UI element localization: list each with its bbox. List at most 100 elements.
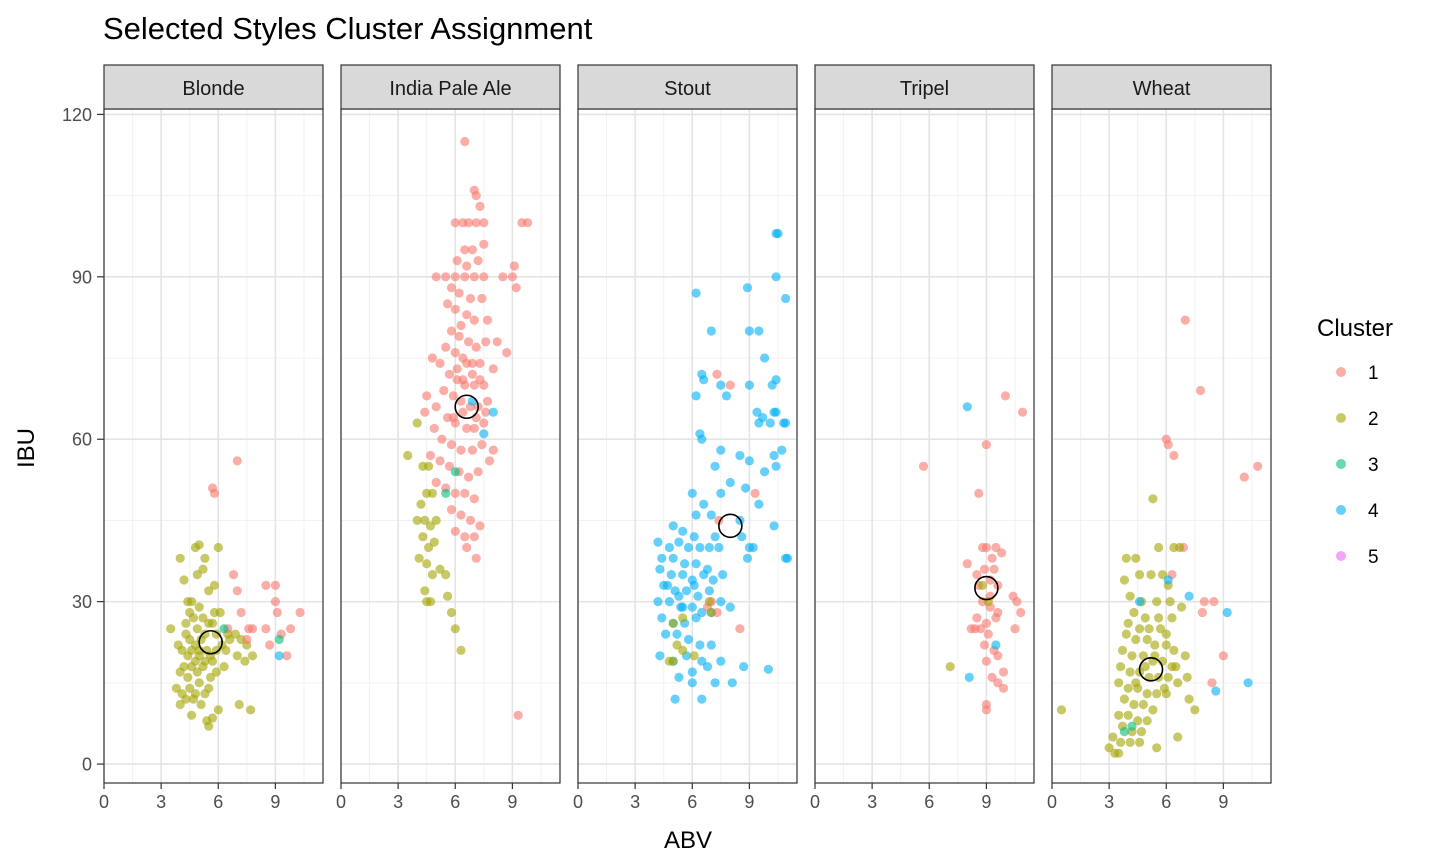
data-point-cluster-2 (240, 656, 250, 666)
legend-label-3: 3 (1368, 455, 1379, 476)
data-point-cluster-1 (997, 548, 1007, 558)
facet-panel-india-pale-ale: India Pale Ale 0 3 6 9 (336, 64, 561, 812)
data-point-cluster-2 (200, 656, 210, 666)
data-point-cluster-1 (981, 440, 992, 450)
data-point-cluster-1 (966, 624, 976, 634)
facet-strip (1051, 64, 1272, 110)
data-point-cluster-2 (1129, 607, 1139, 618)
data-point-cluster-2 (418, 532, 428, 542)
data-point-cluster-2 (1123, 618, 1133, 628)
x-tick-label: 6 (1161, 792, 1171, 812)
data-point-cluster-4 (653, 597, 663, 607)
data-point-cluster-2 (234, 699, 244, 710)
data-point-cluster-4 (962, 402, 972, 412)
data-point-cluster-1 (460, 488, 470, 498)
data-point-cluster-1 (483, 396, 493, 406)
data-point-cluster-4 (760, 467, 770, 477)
data-point-cluster-2 (183, 672, 193, 683)
y-axis: 0 30 60 90 120 (62, 105, 104, 775)
data-point-cluster-2 (211, 667, 221, 677)
data-point-cluster-2 (446, 607, 457, 618)
data-point-cluster-1 (471, 191, 481, 201)
data-point-cluster-2 (192, 570, 202, 580)
data-point-cluster-1 (462, 261, 472, 271)
data-point-cluster-4 (683, 542, 694, 553)
data-point-cluster-4 (721, 391, 732, 401)
x-tick-label: 0 (99, 792, 109, 812)
data-point-cluster-2 (1148, 705, 1158, 715)
x-tick-label: 6 (450, 792, 460, 812)
data-point-cluster-2 (1142, 634, 1152, 645)
cluster-centroid-marker (1138, 657, 1164, 682)
data-point-cluster-2 (198, 564, 208, 574)
data-point-cluster-4 (742, 283, 753, 293)
data-point-cluster-1 (972, 613, 982, 623)
data-point-cluster-1 (460, 245, 470, 255)
x-tick-label: 9 (744, 792, 754, 812)
data-point-cluster-4 (691, 288, 701, 298)
data-point-cluster-1 (488, 445, 498, 455)
data-point-cluster-2 (1127, 651, 1137, 661)
data-point-cluster-2 (1163, 672, 1173, 683)
data-point-cluster-1 (450, 272, 460, 282)
x-tick-label: 6 (924, 792, 934, 812)
data-point-cluster-2 (1056, 705, 1067, 715)
data-point-cluster-1 (1016, 607, 1026, 618)
data-point-cluster-2 (1133, 716, 1143, 726)
data-point-cluster-2 (1180, 651, 1190, 661)
data-point-cluster-4 (1243, 678, 1253, 688)
data-point-cluster-1 (981, 618, 992, 628)
data-point-cluster-1 (460, 136, 470, 147)
data-point-cluster-1 (446, 440, 457, 450)
data-point-cluster-4 (668, 521, 678, 531)
data-point-cluster-4 (699, 375, 709, 385)
facet-strip (103, 64, 324, 110)
data-point-cluster-4 (699, 499, 709, 509)
data-point-cluster-1 (444, 369, 455, 379)
data-point-cluster-4 (479, 429, 489, 439)
data-point-cluster-1 (456, 320, 466, 331)
data-point-cluster-1 (458, 407, 468, 417)
data-point-cluster-2 (1159, 683, 1169, 693)
data-point-cluster-2 (1184, 694, 1194, 704)
data-point-cluster-1 (725, 380, 735, 390)
data-point-cluster-1 (272, 607, 282, 618)
data-point-cluster-1 (991, 542, 1001, 553)
data-point-cluster-1 (435, 358, 445, 368)
data-point-cluster-4 (670, 694, 680, 704)
data-point-cluster-2 (1146, 570, 1156, 580)
data-point-cluster-1 (976, 624, 986, 634)
data-point-cluster-4 (655, 651, 665, 661)
data-point-cluster-1 (471, 553, 481, 563)
data-point-cluster-4 (716, 380, 726, 390)
data-point-cluster-2 (664, 656, 675, 666)
data-point-cluster-4 (781, 293, 791, 304)
data-point-cluster-2 (209, 580, 220, 591)
data-point-cluster-2 (181, 694, 191, 704)
data-point-cluster-1 (998, 667, 1009, 677)
data-point-cluster-2 (1161, 640, 1171, 650)
data-point-cluster-1 (460, 532, 470, 542)
facet-strip-label: Tripel (900, 78, 949, 100)
legend: Cluster 1 2 3 4 5 (1317, 315, 1393, 568)
facet-panel-stout: Stout 0 3 6 9 (573, 64, 798, 812)
legend-label-1: 1 (1368, 363, 1379, 384)
data-point-cluster-1 (427, 353, 437, 363)
cluster-centroid-marker (198, 629, 223, 655)
data-point-cluster-2 (1148, 494, 1158, 504)
data-point-cluster-2 (1150, 640, 1160, 650)
data-point-cluster-4 (737, 532, 747, 542)
data-point-cluster-2 (450, 624, 460, 634)
data-point-cluster-2 (188, 694, 199, 704)
data-point-cluster-2 (672, 640, 682, 650)
y-tick-label: 30 (72, 592, 92, 612)
data-point-cluster-1 (452, 364, 462, 374)
data-point-cluster-4 (771, 461, 781, 471)
data-point-cluster-2 (1182, 672, 1192, 683)
data-point-cluster-2 (185, 634, 195, 645)
data-point-cluster-2 (204, 683, 214, 693)
data-point-cluster-1 (1218, 651, 1228, 661)
data-point-cluster-2 (1167, 613, 1177, 623)
data-point-cluster-4 (683, 634, 694, 645)
